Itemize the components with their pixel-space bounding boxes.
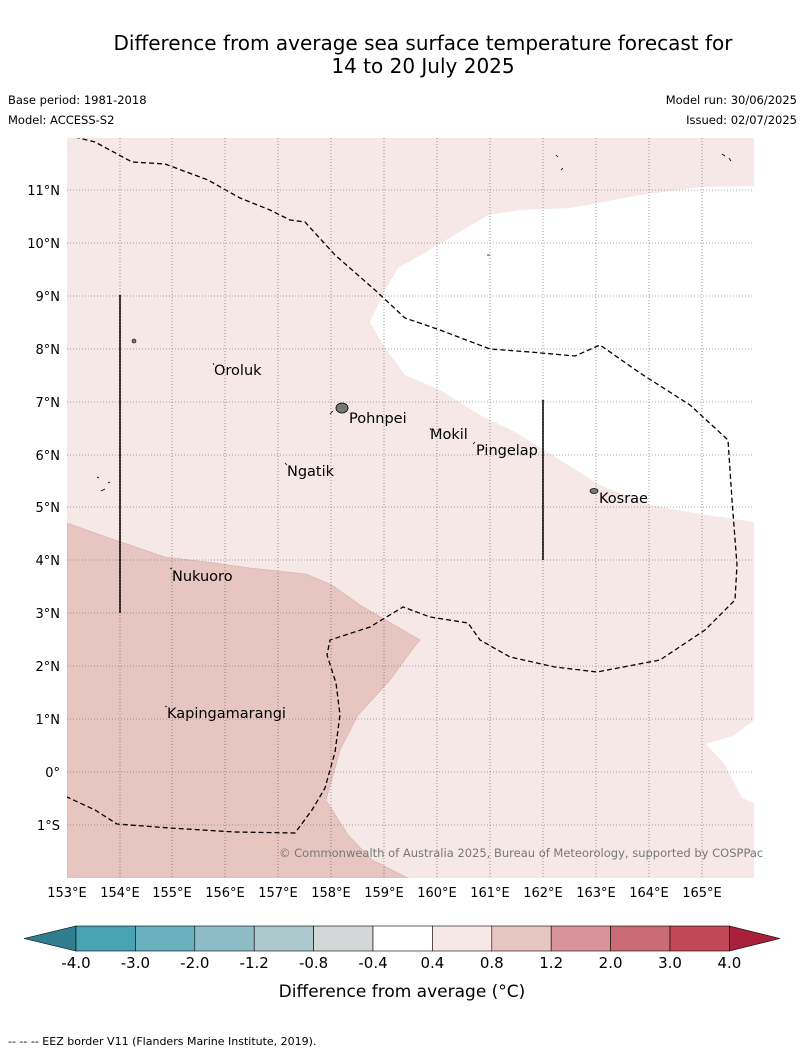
issued-date: Issued: 02/07/2025 xyxy=(686,113,797,127)
colorbar-tick-label: 1.2 xyxy=(539,954,563,972)
lon-label-158e: 158°E xyxy=(311,886,351,901)
colorbar-tick-label: -2.0 xyxy=(180,954,209,972)
lon-label-159e: 159°E xyxy=(364,886,404,901)
lon-label-154e: 154°E xyxy=(100,886,140,901)
lat-label-3n: 3°N xyxy=(36,607,61,622)
title-line-1: Difference from average sea surface temp… xyxy=(113,31,733,55)
colorbar-segment xyxy=(135,925,196,952)
lon-label-161e: 161°E xyxy=(470,886,510,901)
label-oroluk: Oroluk xyxy=(214,363,262,379)
lat-label-5n: 5°N xyxy=(36,501,61,516)
lat-label-7n: 7°N xyxy=(36,396,61,411)
colorbar-segment xyxy=(194,925,255,952)
anomaly-region-0.8-1.2 xyxy=(67,522,421,878)
label-pohnpei: Pohnpei xyxy=(349,411,407,427)
colorbar-segment xyxy=(491,925,552,952)
colorbar-tick-label: -4.0 xyxy=(61,954,90,972)
copyright-text: © Commonwealth of Australia 2025, Bureau… xyxy=(279,846,763,860)
eez-footnote: -- -- -- EEZ border V11 (Flanders Marine… xyxy=(8,1035,317,1048)
label-nukuoro: Nukuoro xyxy=(172,569,233,585)
lon-label-163e: 163°E xyxy=(576,886,616,901)
lon-label-162e: 162°E xyxy=(523,886,563,901)
kosrae-island xyxy=(589,488,599,494)
colorbar-tick-label: 4.0 xyxy=(717,954,741,972)
model-run: Model run: 30/06/2025 xyxy=(665,93,797,107)
colorbar-segment xyxy=(610,925,671,952)
anomaly-region-near-average-south xyxy=(706,720,754,803)
colorbar-tick-label: -1.2 xyxy=(240,954,269,972)
lat-label-1n: 1°N xyxy=(36,713,61,728)
lon-label-164e: 164°E xyxy=(629,886,669,901)
colorbar-tick-label: -3.0 xyxy=(121,954,150,972)
label-kosrae: Kosrae xyxy=(599,491,648,507)
lon-label-157e: 157°E xyxy=(258,886,298,901)
colorbar-tick-label: 3.0 xyxy=(658,954,682,972)
small-islets-west xyxy=(96,476,111,492)
model-name: Model: ACCESS-S2 xyxy=(8,113,115,127)
label-kapingamarangi: Kapingamarangi xyxy=(167,706,286,722)
colorbar-title: Difference from average (°C) xyxy=(279,982,526,1002)
lat-label-11n: 11°N xyxy=(27,184,60,199)
lat-label-9n: 9°N xyxy=(36,290,61,305)
label-mokil: Mokil xyxy=(430,427,468,443)
lat-label-2n: 2°N xyxy=(36,660,61,675)
colorbar-tick-label: -0.8 xyxy=(299,954,328,972)
lat-label-6n: 6°N xyxy=(36,449,61,464)
pohnpei-island xyxy=(335,402,349,414)
small-island-nw xyxy=(131,338,137,344)
label-ngatik: Ngatik xyxy=(287,464,335,480)
colorbar xyxy=(23,925,781,952)
islet-near-pohnpei xyxy=(329,410,334,415)
colorbar-segment xyxy=(253,925,314,952)
lat-label-10n: 10°N xyxy=(27,237,60,252)
colorbar-segment xyxy=(372,925,433,952)
colorbar-segment xyxy=(550,925,611,952)
colorbar-segment xyxy=(75,925,136,952)
eez-border xyxy=(67,138,738,834)
title-line-2: 14 to 20 July 2025 xyxy=(331,54,515,78)
lon-label-160e: 160°E xyxy=(417,886,457,901)
lon-label-153e: 153°E xyxy=(47,886,87,901)
colorbar-tick-label: 0.8 xyxy=(480,954,504,972)
colorbar-extend-low xyxy=(23,925,77,952)
colorbar-tick-label: 0.4 xyxy=(420,954,444,972)
lat-label-4n: 4°N xyxy=(36,554,61,569)
lat-label-0: 0° xyxy=(45,766,60,781)
lon-label-156e: 156°E xyxy=(205,886,245,901)
lat-label-8n: 8°N xyxy=(36,343,61,358)
map-plot-area: Oroluk Pohnpei Mokil Pingelap Ngatik Kos… xyxy=(67,138,754,878)
lon-label-155e: 155°E xyxy=(152,886,192,901)
colorbar-extend-high xyxy=(729,925,781,952)
map-title: Difference from average sea surface temp… xyxy=(0,32,804,78)
graticule xyxy=(67,138,754,878)
colorbar-tick-label: -0.4 xyxy=(358,954,387,972)
lon-label-165e: 165°E xyxy=(682,886,722,901)
colorbar-tick-label: 2.0 xyxy=(599,954,623,972)
colorbar-segment xyxy=(313,925,374,952)
base-period: Base period: 1981-2018 xyxy=(8,93,147,107)
colorbar-tick-labels: -4.0 -3.0 -2.0 -1.2 -0.8 -0.4 0.4 0.8 1.2 2.0 3.0 4… xyxy=(61,954,741,972)
lat-label-1s: 1°S xyxy=(37,819,60,834)
anomaly-region-near-average-north xyxy=(370,186,754,522)
place-markers xyxy=(164,362,476,708)
label-pingelap: Pingelap xyxy=(476,443,538,459)
colorbar-segment xyxy=(432,925,493,952)
colorbar-segment xyxy=(669,925,730,952)
small-islets-north xyxy=(487,153,732,256)
